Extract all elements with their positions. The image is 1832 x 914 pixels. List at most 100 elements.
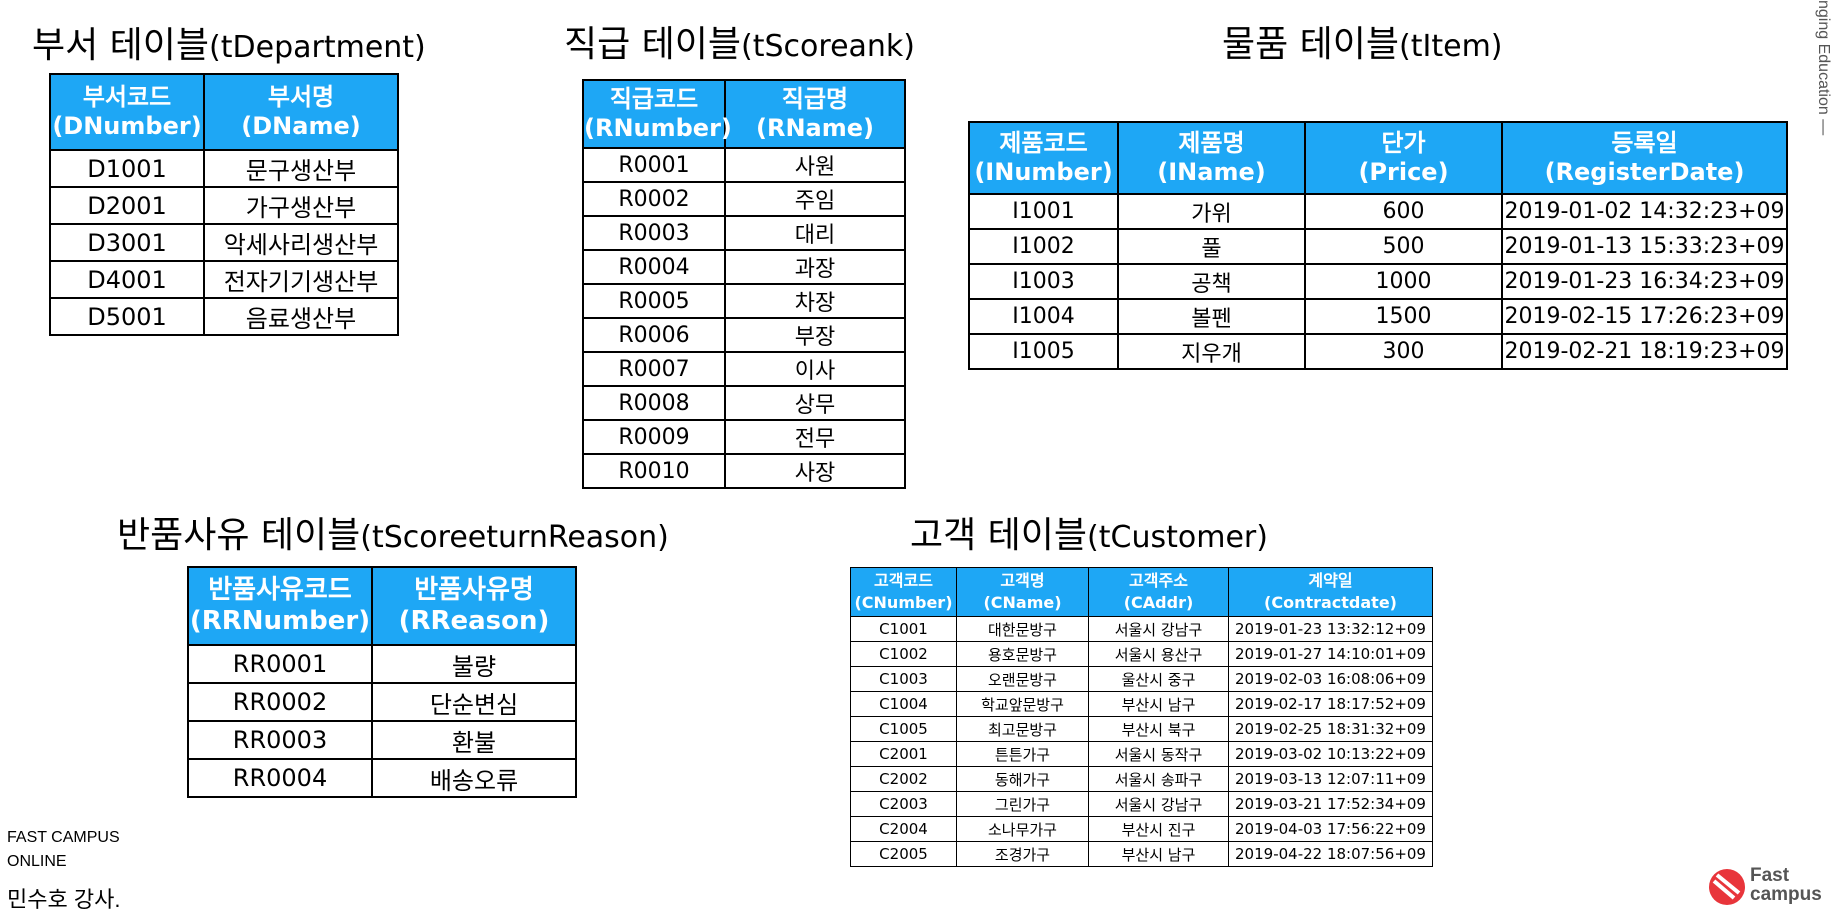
table-header-row: 부서코드 (DNumber) 부서명 (DName) <box>49 73 399 151</box>
header-cell: 직급명 (RName) <box>724 79 906 149</box>
customer-title-ko: 고객 테이블 <box>910 515 1088 556</box>
table-cell: 사장 <box>724 453 906 489</box>
table-cell: I1003 <box>968 263 1119 300</box>
table-row: D4001 전자기기생산부 <box>49 260 399 299</box>
dept-title-en: (tDepartment) <box>209 30 426 65</box>
item-table-title: 물품 테이블(tItem) <box>1222 27 1503 63</box>
table-cell: 2019-02-21 18:19:23+09 <box>1501 333 1788 370</box>
table-cell: 공책 <box>1117 263 1306 300</box>
table-cell: 1000 <box>1304 263 1503 300</box>
table-cell: 서울시 강남구 <box>1088 791 1229 817</box>
table-cell: 1500 <box>1304 298 1503 335</box>
table-cell: 부산시 진구 <box>1088 816 1229 842</box>
header-ko: 반품사유명 <box>414 574 534 605</box>
table-cell: 2019-02-03 16:08:06+09 <box>1228 666 1433 692</box>
table-cell: R0008 <box>582 385 726 421</box>
header-en: (RRNumber) <box>189 606 371 636</box>
table-cell: 음료생산부 <box>203 297 399 336</box>
dept-table-title: 부서 테이블(tDepartment) <box>32 28 426 64</box>
rank-title-en: (tScoreank) <box>741 29 916 64</box>
table-cell: 단순변심 <box>371 682 577 722</box>
reason-title-en: (tScoreeturnReason) <box>360 520 669 555</box>
table-row: C2001 튼튼가구 서울시 동작구 2019-03-02 10:13:22+09 <box>850 741 1433 767</box>
table-cell: 2019-02-25 18:31:32+09 <box>1228 716 1433 742</box>
table-cell: 2019-01-02 14:32:23+09 <box>1501 193 1788 230</box>
rank-table-title: 직급 테이블(tScoreank) <box>564 27 915 63</box>
table-cell: 주임 <box>724 181 906 217</box>
table-row: R0009 전무 <box>582 419 906 455</box>
header-ko: 단가 <box>1381 129 1426 158</box>
fastcampus-logo-icon <box>1709 869 1745 905</box>
table-cell: 이사 <box>724 351 906 387</box>
table-row: I1003 공책 1000 2019-01-23 16:34:23+09 <box>968 263 1788 300</box>
table-row: I1004 볼펜 1500 2019-02-15 17:26:23+09 <box>968 298 1788 335</box>
table-cell: 2019-01-23 16:34:23+09 <box>1501 263 1788 300</box>
dept-table: 부서코드 (DNumber) 부서명 (DName) D1001 문구생산부 D200… <box>49 73 399 336</box>
table-row: I1002 풀 500 2019-01-13 15:33:23+09 <box>968 228 1788 265</box>
table-cell: 환불 <box>371 720 577 760</box>
table-cell: 배송오류 <box>371 758 577 798</box>
table-cell: 그린가구 <box>956 791 1089 817</box>
table-cell: 불량 <box>371 644 577 684</box>
header-cell: 부서코드 (DNumber) <box>49 73 205 151</box>
table-row: RR0001 불량 <box>187 644 577 684</box>
table-cell: 가위 <box>1117 193 1306 230</box>
header-en: (CAddr) <box>1123 593 1194 612</box>
table-row: R0003 대리 <box>582 215 906 251</box>
header-en: (INumber) <box>974 158 1113 186</box>
table-cell: 울산시 중구 <box>1088 666 1229 692</box>
header-ko: 직급코드 <box>609 85 699 114</box>
table-cell: R0006 <box>582 317 726 353</box>
table-cell: 서울시 강남구 <box>1088 616 1229 642</box>
table-cell: 대한문방구 <box>956 616 1089 642</box>
header-ko: 계약일 <box>1308 571 1353 591</box>
table-cell: 2019-02-15 17:26:23+09 <box>1501 298 1788 335</box>
table-row: R0010 사장 <box>582 453 906 489</box>
instructor-name: 민수호 강사. <box>7 887 121 912</box>
table-row: D2001 가구생산부 <box>49 186 399 225</box>
table-cell: 용호문방구 <box>956 641 1089 667</box>
dept-title-ko: 부서 테이블 <box>32 25 210 66</box>
table-cell: 튼튼가구 <box>956 741 1089 767</box>
table-cell: I1004 <box>968 298 1119 335</box>
header-ko: 반품사유코드 <box>208 574 352 605</box>
header-cell: 고객명 (CName) <box>956 567 1089 617</box>
table-header-row: 고객코드 (CNumber) 고객명 (CName) 고객주소 (CAddr) 계약일… <box>850 567 1433 617</box>
header-ko: 직급명 <box>781 85 849 114</box>
table-cell: D1001 <box>49 149 205 188</box>
header-ko: 고객명 <box>1000 571 1045 591</box>
header-cell: 반품사유명 (RReason) <box>371 566 577 646</box>
table-header-row: 직급코드 (RNumber) 직급명 (RName) <box>582 79 906 149</box>
header-ko: 부서명 <box>267 83 335 112</box>
header-cell: 반품사유코드 (RRNumber) <box>187 566 373 646</box>
logo-line-2: campus <box>1750 884 1822 905</box>
reason-title-ko: 반품사유 테이블 <box>117 515 361 556</box>
table-cell: 2019-01-13 15:33:23+09 <box>1501 228 1788 265</box>
table-cell: 300 <box>1304 333 1503 370</box>
table-cell: C1002 <box>850 641 957 667</box>
fastcampus-logo: Fast campus <box>1708 866 1826 908</box>
table-cell: C1001 <box>850 616 957 642</box>
table-row: R0002 주임 <box>582 181 906 217</box>
table-cell: 대리 <box>724 215 906 251</box>
table-cell: C1005 <box>850 716 957 742</box>
table-cell: 차장 <box>724 283 906 319</box>
table-cell: I1001 <box>968 193 1119 230</box>
table-row: C1003 오랜문방구 울산시 중구 2019-02-03 16:08:06+09 <box>850 666 1433 692</box>
header-en: (CName) <box>983 593 1062 612</box>
header-ko: 제품명 <box>1178 129 1245 158</box>
header-en: (CNumber) <box>854 593 953 612</box>
header-cell: 제품명 (IName) <box>1117 121 1306 195</box>
table-cell: 서울시 용산구 <box>1088 641 1229 667</box>
table-cell: D3001 <box>49 223 205 262</box>
table-row: R0004 과장 <box>582 249 906 285</box>
table-cell: R0005 <box>582 283 726 319</box>
table-cell: 2019-01-23 13:32:12+09 <box>1228 616 1433 642</box>
table-row: D3001 악세사리생산부 <box>49 223 399 262</box>
header-cell: 계약일 (Contractdate) <box>1228 567 1433 617</box>
header-cell: 단가 (Price) <box>1304 121 1503 195</box>
header-ko: 제품코드 <box>999 129 1088 158</box>
header-en: (Contractdate) <box>1264 593 1397 612</box>
table-row: C1004 학교앞문방구 부산시 남구 2019-02-17 18:17:52+09 <box>850 691 1433 717</box>
table-row: C2002 동해가구 서울시 송파구 2019-03-13 12:07:11+09 <box>850 766 1433 792</box>
